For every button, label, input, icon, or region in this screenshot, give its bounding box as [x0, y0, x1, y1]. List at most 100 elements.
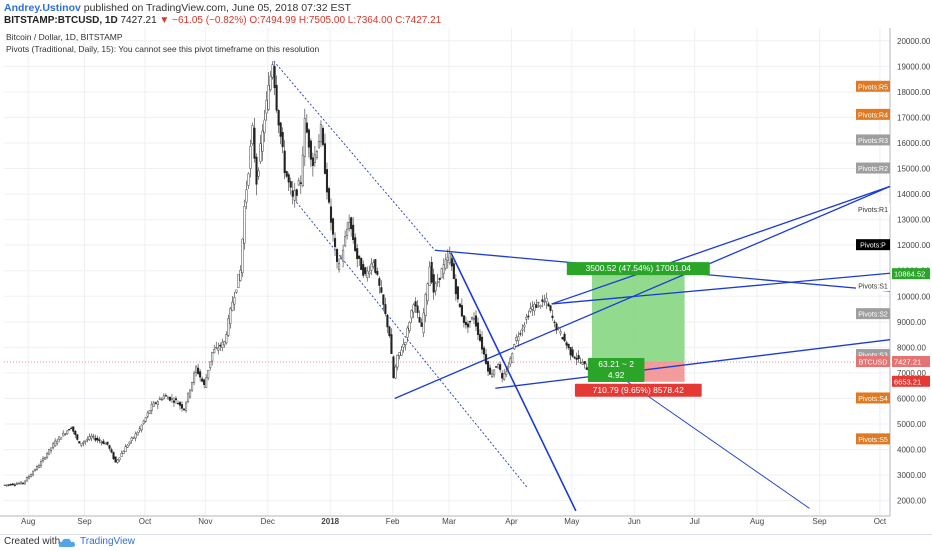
risk-label-bg [574, 383, 702, 397]
candle-body [450, 258, 453, 267]
candle-body [495, 366, 498, 368]
candle-body [297, 180, 300, 186]
candle-body [37, 465, 41, 468]
symbol-label: BTCUSD [859, 360, 888, 367]
candle-body [434, 283, 437, 292]
candle-body [229, 308, 232, 324]
candle-body [74, 430, 77, 435]
y-tick-label: 4000.00 [897, 446, 926, 455]
candle-body [485, 354, 488, 364]
candle-body [478, 334, 482, 341]
candle-body [136, 431, 139, 436]
candle-body [257, 170, 260, 177]
symbol-line: BITSTAMP:BTCUSD, 1D 7427.21 ▼ −61.05 (−0… [4, 15, 441, 26]
profit-label: 3500.52 (47.54%) 17001.04 [586, 263, 692, 273]
candle-body [154, 402, 157, 404]
candle-body [273, 66, 276, 89]
candle-body [378, 278, 381, 286]
candle-body [585, 367, 588, 370]
price-axis-label-bg [892, 375, 930, 387]
candle-body [172, 400, 175, 403]
price-chart[interactable]: 2000.00 3000.00 4000.00 5000.00 6000.00 7000.… [0, 28, 932, 534]
candle-body [176, 402, 180, 405]
candle-body [374, 259, 377, 273]
y-tick-label: 18000.00 [897, 88, 931, 97]
price-change: ▼ −61.05 (−0.82%) [159, 15, 247, 26]
symbol-name[interactable]: BITSTAMP:BTCUSD, 1D [4, 15, 118, 26]
candle-body [281, 132, 284, 148]
ratio-label-bg [587, 358, 645, 383]
candle-body [217, 347, 220, 351]
candle-body [225, 334, 228, 344]
candle-body [195, 366, 198, 373]
candle-body [156, 401, 159, 405]
candle-body [336, 249, 339, 262]
candle-body [565, 342, 568, 346]
candle-body [269, 75, 272, 90]
candle-body [398, 352, 401, 356]
candle-body [102, 440, 105, 444]
candle-body [372, 262, 375, 267]
tradingview-link[interactable]: TradingView [80, 536, 136, 547]
author-link[interactable]: Andrey.Ustinov [4, 2, 81, 14]
candle-body [285, 171, 288, 177]
candle-body [301, 154, 304, 187]
candle-body [239, 269, 242, 281]
candle-body [219, 344, 222, 347]
candle-body [440, 268, 443, 279]
pivot-label: Pivots:R5 [858, 84, 888, 91]
candle-body [529, 308, 532, 312]
candle-body [44, 457, 47, 460]
pivot-label: Pivots:R1 [858, 207, 888, 214]
candle-body [462, 315, 465, 323]
candle-body [54, 440, 57, 447]
candle-body [128, 441, 131, 444]
candle-body [535, 304, 538, 308]
candle-body [315, 151, 318, 158]
candle-body [78, 441, 81, 444]
candle-body [358, 255, 361, 259]
candle-body [438, 277, 441, 280]
candle-body [340, 257, 343, 259]
candle-body [491, 373, 494, 377]
candle-body [414, 301, 417, 307]
candle-body [291, 190, 294, 197]
candle-body [17, 482, 20, 485]
candle-body [27, 476, 31, 479]
pivot-label: Pivots:S1 [858, 284, 888, 291]
candle-body [245, 189, 248, 203]
chart-area[interactable]: 2000.00 3000.00 4000.00 5000.00 6000.00 7000.… [0, 28, 932, 534]
y-tick-label: 15000.00 [897, 165, 931, 174]
x-tick-label: 2018 [321, 517, 339, 526]
pivot-label: Pivots:R3 [858, 138, 888, 145]
price-axis-label-bg [892, 356, 930, 368]
pivot-label-bg [856, 308, 890, 320]
candle-body [382, 294, 385, 305]
candle-body [35, 466, 39, 470]
candle-body [577, 355, 580, 359]
pivot-label-bg [856, 108, 890, 120]
pivot-label: Pivots:S2 [858, 312, 888, 319]
candle-body [116, 459, 119, 463]
candle-body [150, 404, 153, 411]
candle-body [207, 369, 210, 379]
candle-body [178, 402, 182, 406]
candle-body [482, 347, 486, 355]
candle-body [323, 143, 327, 174]
trend-line [551, 272, 891, 305]
candle-body [509, 358, 512, 365]
candle-body [489, 367, 492, 375]
candle-body [368, 271, 371, 275]
x-tick-label: May [564, 517, 579, 526]
x-tick-label: Dec [261, 517, 275, 526]
candle-body [33, 469, 37, 471]
candle-body [313, 154, 316, 164]
risk-label: 710.79 (9.65%) 8578.42 [593, 385, 684, 395]
x-tick-label: Feb [386, 517, 400, 526]
candle-body [466, 323, 469, 328]
published-text: published on TradingView.com, June 05, 2… [83, 2, 351, 14]
candle-body [392, 356, 395, 379]
candle-body [211, 351, 214, 362]
y-tick-label: 14000.00 [897, 190, 931, 199]
candle-body [517, 336, 520, 342]
